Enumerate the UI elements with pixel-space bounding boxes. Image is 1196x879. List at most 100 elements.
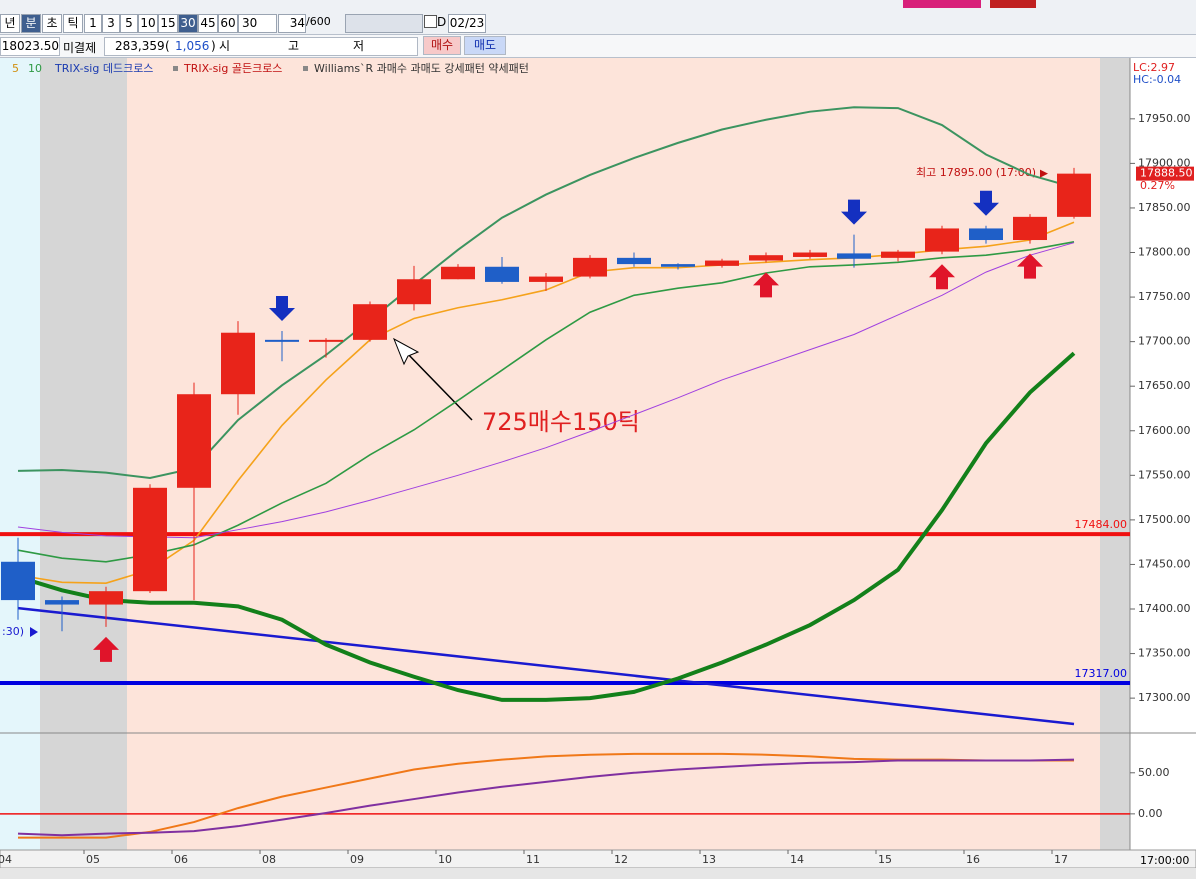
horizontal-line-label: 17317.00	[1075, 667, 1128, 680]
x-tick-label: 04	[0, 853, 12, 866]
oi-paren: (	[165, 39, 170, 53]
y-tick-label: 17900.00	[1138, 156, 1191, 169]
trendline	[17, 606, 1075, 726]
x-tick-label: 05	[86, 853, 100, 866]
buy-arrow	[753, 272, 779, 298]
lc-label: LC:2.97	[1133, 61, 1175, 74]
quote-price: 18023.50	[0, 37, 60, 56]
y-tick-label: 17600.00	[1138, 424, 1191, 437]
open-label: 시	[219, 39, 231, 53]
session-bg	[40, 58, 127, 850]
arrow-marker	[1040, 169, 1048, 178]
session-bg	[127, 58, 1100, 850]
interval-button[interactable]: 30	[178, 14, 198, 33]
interval-button[interactable]: 10	[138, 14, 158, 33]
candle-body	[1057, 173, 1091, 217]
toolbar: 년 분 초 틱 1 3 5 10 15 30 45 60 30 34 /600 …	[0, 0, 1196, 35]
x-tick-label: 11	[526, 853, 540, 866]
candle-body	[45, 600, 79, 605]
date-field[interactable]: 02/23	[448, 14, 486, 33]
count-select[interactable]: 30	[238, 14, 277, 33]
candle-body	[529, 276, 563, 282]
candle-body	[837, 253, 871, 259]
d-label: D	[437, 15, 447, 29]
annotation-arrowhead	[393, 337, 420, 366]
candle-body	[353, 304, 387, 340]
y-tick-label: 17550.00	[1138, 468, 1191, 481]
legend: 5 10 TRIX-sig 데드크로스 TRIX-sig 골든크로스 Willi…	[12, 61, 529, 75]
period-button[interactable]: 분	[21, 14, 41, 33]
y-tick-label: 17850.00	[1138, 201, 1191, 214]
interval-button[interactable]: 3	[102, 14, 120, 33]
candle-body	[309, 339, 343, 342]
oi-value: 283,359	[115, 39, 165, 53]
period-button[interactable]: 년	[0, 14, 20, 33]
y-tick-label: 17800.00	[1138, 246, 1191, 259]
legend-item: Williams`R 과매수 과매도 강세패턴 약세패턴	[314, 61, 529, 75]
interval-button[interactable]: 5	[120, 14, 138, 33]
checkbox[interactable]	[424, 15, 437, 28]
buy-arrow	[1017, 253, 1043, 279]
last-price-tag	[1136, 166, 1194, 181]
sell-arrow	[841, 199, 867, 225]
period-button[interactable]: 틱	[63, 14, 83, 33]
legend-item: 5	[12, 62, 19, 75]
y-tick-label: 17300.00	[1138, 691, 1191, 704]
last-price-label: 17888.50	[1140, 167, 1193, 180]
period-button[interactable]: 초	[42, 14, 62, 33]
buy-arrow	[93, 636, 119, 662]
interval-button[interactable]: 15	[158, 14, 178, 33]
candle-body	[573, 257, 607, 277]
x-tick-label: 10	[438, 853, 452, 866]
y-tick-label: 17700.00	[1138, 335, 1191, 348]
x-tick-label: 09	[350, 853, 364, 866]
oi-change: 1,056	[175, 39, 210, 53]
candle-body	[749, 255, 783, 261]
bar-max: /600	[306, 15, 331, 28]
tool-icons[interactable]	[345, 14, 423, 33]
annotation: 725매수150틱	[482, 408, 640, 436]
session-bg	[0, 58, 40, 850]
x-tick-label: 13	[702, 853, 716, 866]
candle-body	[221, 332, 255, 395]
left-note: :30)	[2, 625, 24, 638]
candle-body	[1013, 216, 1047, 241]
arrow-marker	[30, 627, 38, 637]
annotation-arrow	[403, 349, 473, 421]
interval-button[interactable]: 60	[218, 14, 238, 33]
buy-button[interactable]: 매수	[423, 36, 461, 55]
sell-button[interactable]: 매도	[464, 36, 506, 55]
candle-body	[177, 394, 211, 488]
legend-marker	[303, 66, 308, 71]
y-tick-label: 17500.00	[1138, 513, 1191, 526]
scrollbar[interactable]	[0, 868, 1196, 879]
x-tick-label: 12	[614, 853, 628, 866]
indicator-line	[17, 351, 1076, 702]
x-tick-label: 08	[262, 853, 276, 866]
interval-button[interactable]: 1	[84, 14, 102, 33]
legend-item: 10	[28, 62, 42, 75]
y-tick-label: 50.00	[1138, 766, 1170, 779]
candle-body	[397, 279, 431, 305]
sell-arrow	[973, 190, 999, 216]
y-tick-label: 17350.00	[1138, 647, 1191, 660]
interval-button[interactable]: 45	[198, 14, 218, 33]
high-label: 고	[288, 39, 300, 53]
oi-box: 283,359 ( 1,056 ) 시 고 저	[104, 37, 418, 56]
candle-body	[441, 266, 475, 280]
high-note: 최고 17895.00 (17:00)	[916, 166, 1036, 179]
candle-body	[133, 487, 167, 592]
buy-arrow	[929, 264, 955, 290]
sell-arrow	[269, 295, 295, 321]
hc-label: HC:-0.04	[1133, 73, 1181, 86]
indicator-line	[17, 758, 1075, 837]
legend-item: TRIX-sig 데드크로스	[54, 62, 153, 75]
oi-paren: )	[211, 39, 216, 53]
horizontal-line-label: 17484.00	[1075, 518, 1128, 531]
bar-count[interactable]: 34	[278, 14, 306, 33]
x-tick-label: 16	[966, 853, 980, 866]
x-tick-label: 06	[174, 853, 188, 866]
candle-body	[617, 257, 651, 265]
